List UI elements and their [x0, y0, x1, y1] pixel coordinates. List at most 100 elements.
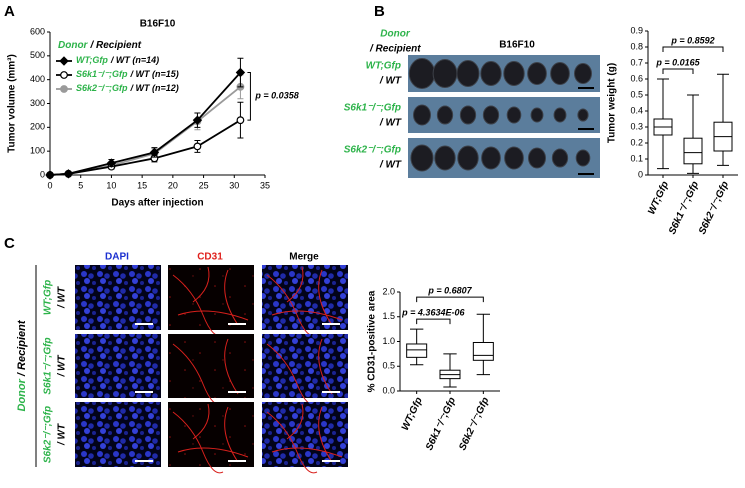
row-label: / WT [57, 355, 68, 378]
marker [106, 158, 117, 168]
tumor [553, 107, 567, 123]
y-tick-label: 0.6 [630, 73, 643, 83]
tumor [550, 62, 570, 85]
vessel [271, 447, 343, 458]
y-tick-label: 0 [40, 169, 45, 179]
donor-recipient: Donor/ Recipient [16, 319, 28, 411]
marker [60, 71, 68, 79]
y-tick-label: 2.0 [382, 286, 395, 296]
y-axis-label: % CD31-positive area [367, 290, 378, 392]
bracket [247, 72, 251, 121]
marker [235, 67, 246, 78]
vessel [286, 403, 304, 440]
tumor [506, 106, 522, 124]
row-label: S6k2⁻/⁻;Gfp [344, 145, 401, 156]
row-label: S6k2⁻/⁻;Gfp [43, 406, 54, 463]
vessel [318, 406, 333, 463]
y-tick-label: 0.1 [630, 153, 643, 163]
y-tick-label: 600 [30, 26, 45, 36]
y-tick-label: 0.7 [630, 57, 643, 67]
vessel [177, 310, 249, 321]
row-label: S6k1⁻/⁻;Gfp [344, 103, 401, 114]
tumor [504, 146, 524, 170]
micrograph [168, 265, 254, 330]
bracket [662, 46, 724, 52]
whisker [410, 328, 424, 366]
box [472, 341, 494, 361]
y-tick-label: 400 [30, 74, 45, 84]
y-tick-label: 500 [30, 50, 45, 60]
y-tick-label: 0.5 [382, 361, 395, 371]
y-tick-label: 0 [638, 169, 643, 179]
tumor [434, 145, 456, 171]
row-label: S6k1⁻/⁻;Gfp [43, 337, 54, 394]
row-label: / WT [379, 160, 402, 171]
vessel [192, 266, 210, 303]
panel-label: A [4, 3, 15, 20]
marker [236, 116, 245, 125]
chart-title: B16F10 [140, 19, 176, 30]
legend-title: Donor / Recipient [58, 40, 142, 51]
x-tick-label: 20 [168, 180, 178, 190]
annotation: p = 0.0358 [254, 91, 298, 101]
micrograph [168, 402, 254, 467]
vessel [266, 411, 318, 474]
legend-recipient: / Recipient [89, 40, 141, 51]
row-label: WT;Gfp [366, 61, 401, 72]
tumor [480, 61, 502, 86]
row-label: / WT [57, 423, 68, 446]
x-axis-label: Days after injection [111, 198, 203, 209]
vessel [286, 266, 304, 303]
y-axis-label: Tumor volume (mm³) [7, 54, 18, 153]
micrograph [75, 265, 161, 330]
whisker [443, 353, 457, 388]
tumor [482, 105, 500, 125]
legend-label: S6k1⁻/⁻;Gfp / WT (n=15) [76, 69, 179, 79]
row-label: / WT [379, 118, 402, 129]
bracket [416, 318, 451, 325]
vessel [224, 338, 239, 395]
column-header: CD31 [197, 252, 223, 263]
tumor [503, 61, 525, 86]
marker [59, 56, 69, 66]
panel-label: C [4, 235, 15, 252]
column-header: Merge [289, 252, 319, 263]
vessel [271, 310, 343, 321]
x-tick-label: 35 [260, 180, 270, 190]
tumor [575, 149, 591, 167]
legend-name: WT;Gfp [76, 55, 108, 65]
tumor [574, 63, 592, 84]
legend-donor: Donor [58, 40, 89, 51]
box [406, 343, 428, 358]
x-tick-label: 25 [199, 180, 209, 190]
bracket [416, 296, 484, 303]
marker [193, 142, 202, 151]
tumor [551, 148, 569, 168]
x-tick-label: 5 [78, 180, 83, 190]
vessel [224, 406, 239, 463]
whisker [476, 313, 490, 376]
legend-recipient: / WT (n=12) [130, 83, 179, 93]
annotation: p = 0.0165 [655, 57, 700, 67]
y-tick-label: 0.5 [630, 89, 643, 99]
y-tick-label: 1.0 [382, 336, 395, 346]
y-tick-label: 0.3 [630, 121, 643, 131]
x-tick-label: 15 [137, 180, 147, 190]
recipient-label: / Recipient [369, 44, 421, 55]
series-line [49, 86, 241, 176]
tumor [577, 108, 589, 122]
micrograph [75, 334, 161, 398]
x-tick-label: WT;Gfp [400, 396, 425, 433]
marker [149, 147, 160, 158]
tumor [530, 107, 544, 123]
photo-title: B16F10 [499, 40, 535, 51]
bracket [662, 68, 694, 74]
vessel [318, 269, 333, 326]
recipient-label: / Recipient [16, 319, 28, 377]
legend-recipient: / WT (n=14) [110, 55, 159, 65]
x-tick-label: S6k2⁻/⁻;Gfp [457, 396, 491, 453]
panel-label: B [374, 3, 385, 20]
